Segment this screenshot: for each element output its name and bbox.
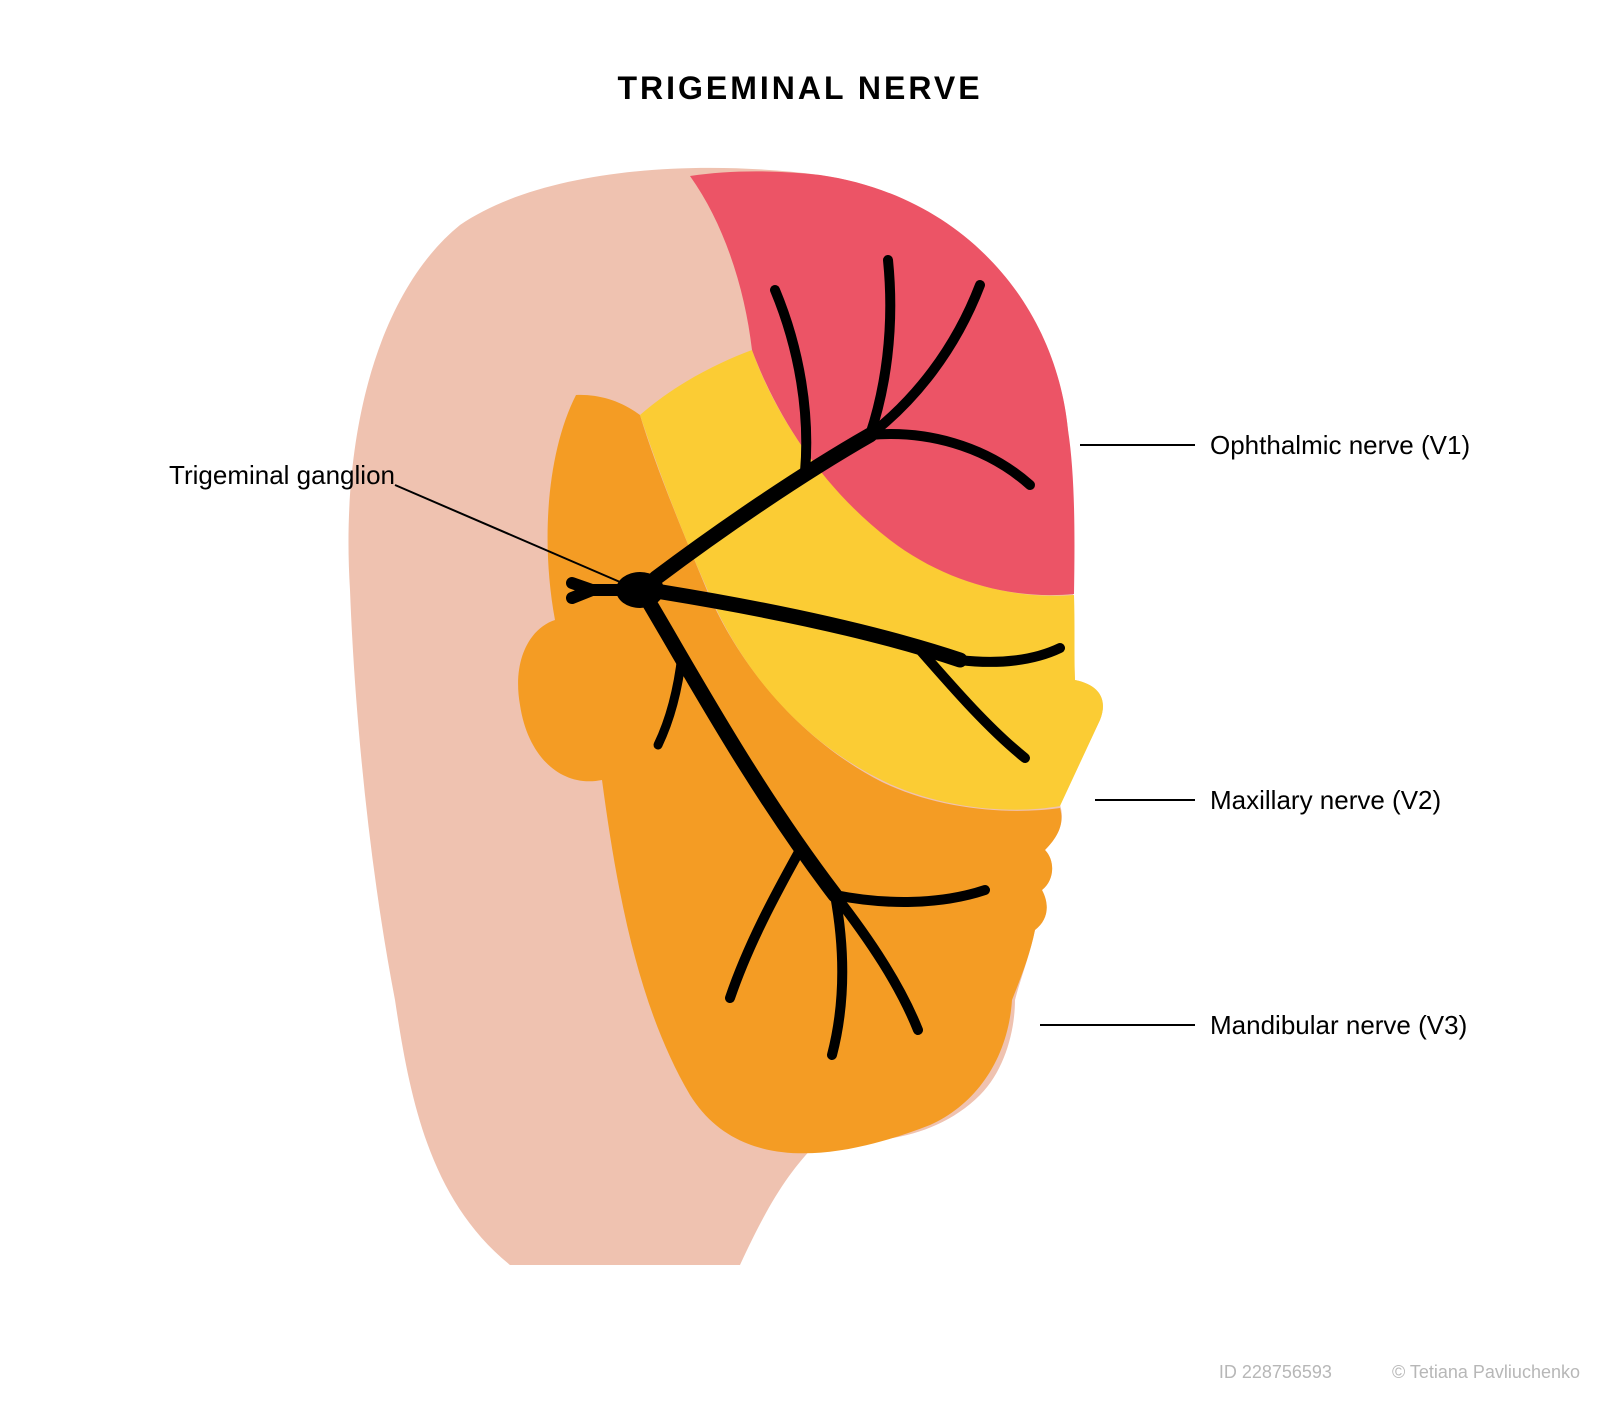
- head-group: [348, 168, 1102, 1265]
- nerve-root: [572, 583, 640, 598]
- footer: © Tetiana Pavliuchenko ID 228756593: [0, 1362, 1600, 1383]
- trigeminal-diagram: [0, 0, 1600, 1413]
- label-v3: Mandibular nerve (V3): [1210, 1010, 1560, 1041]
- footer-credit: © Tetiana Pavliuchenko: [1392, 1362, 1580, 1383]
- label-v2: Maxillary nerve (V2): [1210, 785, 1560, 816]
- footer-id: ID 228756593: [1219, 1362, 1332, 1383]
- label-ganglion: Trigeminal ganglion: [135, 460, 395, 491]
- label-v1: Ophthalmic nerve (V1): [1210, 430, 1560, 461]
